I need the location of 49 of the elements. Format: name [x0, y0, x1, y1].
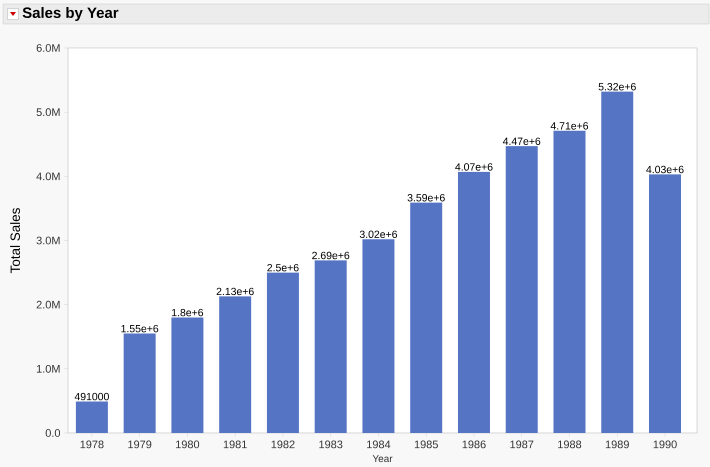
data-label: 5.32e+6: [598, 83, 636, 90]
data-label: 2.13e+6: [216, 288, 254, 296]
bar: [219, 296, 252, 433]
bar: [506, 146, 538, 433]
y-tick-label: 3.0M: [36, 236, 60, 244]
chart-title: Sales by Year: [22, 7, 118, 21]
x-tick-label: 1983: [319, 440, 342, 448]
data-label: 4.71e+6: [550, 122, 588, 130]
y-tick-label: 0.0: [46, 429, 60, 437]
y-tick-label: 6.0M: [36, 44, 60, 52]
x-tick-label: 1990: [654, 440, 677, 448]
bar: [171, 317, 204, 433]
x-tick-label: 1985: [414, 440, 438, 448]
x-tick-label: 1981: [224, 440, 247, 448]
y-tick-label: 2.0M: [36, 300, 60, 309]
bar: [124, 334, 156, 433]
data-label: 4.03e+6: [646, 166, 684, 174]
x-tick-label: 1978: [80, 440, 104, 448]
x-tick-label: 1989: [606, 440, 629, 448]
y-tick-label: 1.0M: [36, 364, 60, 373]
data-label: 3.59e+6: [408, 194, 445, 202]
data-label: 4.07e+6: [455, 163, 493, 171]
bar: [76, 401, 108, 433]
bar: [649, 174, 682, 433]
data-label: 1.55e+6: [121, 324, 158, 332]
bar: [362, 239, 394, 433]
data-label: 3.02e+6: [360, 230, 398, 238]
x-tick-label: 1988: [558, 440, 582, 448]
bar: [314, 260, 347, 433]
y-axis-title: Total Sales: [10, 208, 20, 274]
x-tick-label: 1987: [510, 440, 534, 448]
bar: [553, 130, 586, 433]
bar: [410, 202, 442, 433]
y-tick-label: 5.0M: [36, 108, 60, 116]
bar: [458, 172, 490, 433]
x-tick-label: 1986: [462, 440, 486, 448]
data-label: 491000: [74, 392, 109, 400]
bar: [266, 272, 299, 433]
x-tick-label: 1982: [272, 440, 295, 448]
data-label: 2.69e+6: [312, 252, 350, 260]
y-tick-label: 4.0M: [36, 172, 60, 180]
data-label: 1.8e+6: [172, 308, 204, 316]
x-tick-label: 1980: [176, 440, 200, 448]
x-tick-label: 1979: [128, 440, 152, 448]
x-tick-label: 1984: [367, 440, 390, 448]
x-axis-title: Year: [372, 455, 392, 462]
bar: [601, 92, 634, 433]
data-label: 4.47e+6: [502, 138, 540, 145]
data-label: 2.5e+6: [267, 264, 299, 272]
